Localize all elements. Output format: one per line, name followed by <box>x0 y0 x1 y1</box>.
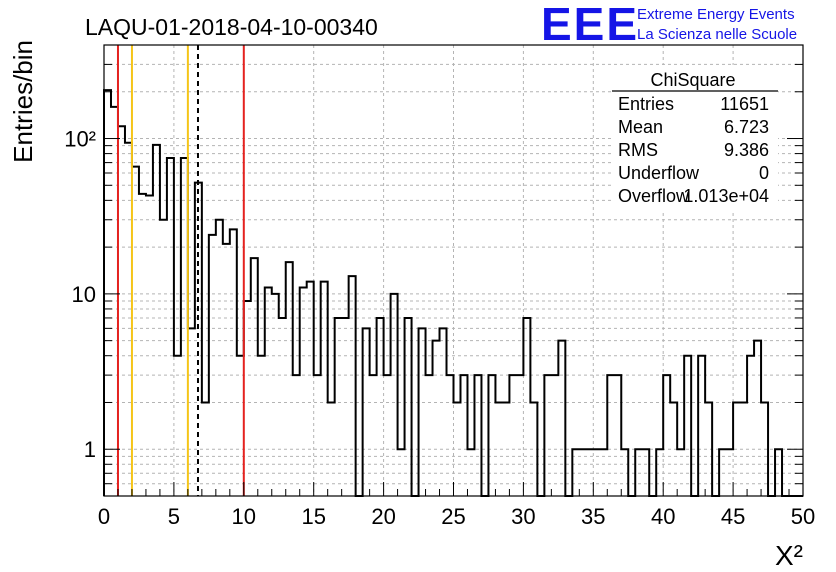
y-axis-label: Entries/bin <box>8 40 38 163</box>
stats-label-overflow: Overflow <box>618 186 690 206</box>
stats-box: ChiSquare Entries 11651 Mean 6.723 RMS 9… <box>612 65 778 212</box>
stats-value-mean: 6.723 <box>724 117 769 137</box>
axes: 0 5 10 15 20 25 30 35 40 45 50 1 10 10² <box>64 44 815 529</box>
x-tick-label: 15 <box>301 504 325 529</box>
stats-value-overflow: 1.013e+04 <box>683 186 769 206</box>
y-tick-label: 1 <box>84 437 96 462</box>
y-tick-label: 10² <box>64 127 96 152</box>
stats-value-entries: 11651 <box>720 94 769 114</box>
eee-logo: EEE Extreme Energy Events La Scienza nel… <box>541 0 797 50</box>
stats-label-mean: Mean <box>618 117 663 137</box>
stats-label-entries: Entries <box>618 94 674 114</box>
eee-logo-line1: Extreme Energy Events <box>637 6 795 23</box>
chart-title: LAQU-01-2018-04-10-00340 <box>85 14 378 40</box>
stats-value-underflow: 0 <box>759 163 769 183</box>
x-tick-label: 0 <box>98 504 110 529</box>
stats-label-rms: RMS <box>618 140 658 160</box>
x-tick-label: 20 <box>371 504 395 529</box>
reference-lines <box>116 45 245 496</box>
eee-logo-letters: EEE <box>541 0 639 50</box>
stats-value-rms: 9.386 <box>724 140 769 160</box>
x-tick-label: 35 <box>581 504 605 529</box>
y-tick-label: 10 <box>72 282 96 307</box>
x-axis-label: X² <box>775 540 803 571</box>
x-tick-label: 25 <box>441 504 465 529</box>
x-tick-label: 30 <box>511 504 535 529</box>
eee-logo-line2: La Scienza nelle Scuole <box>637 26 797 43</box>
stats-label-underflow: Underflow <box>618 163 700 183</box>
histogram-outline <box>103 89 803 497</box>
x-tick-label: 40 <box>651 504 675 529</box>
x-tick-label: 45 <box>721 504 745 529</box>
stats-box-title: ChiSquare <box>650 70 735 90</box>
x-tick-label: 10 <box>232 504 256 529</box>
histogram-series <box>103 89 803 497</box>
x-tick-label: 5 <box>168 504 180 529</box>
stats-box-bg <box>612 65 778 212</box>
x-tick-label: 50 <box>791 504 815 529</box>
